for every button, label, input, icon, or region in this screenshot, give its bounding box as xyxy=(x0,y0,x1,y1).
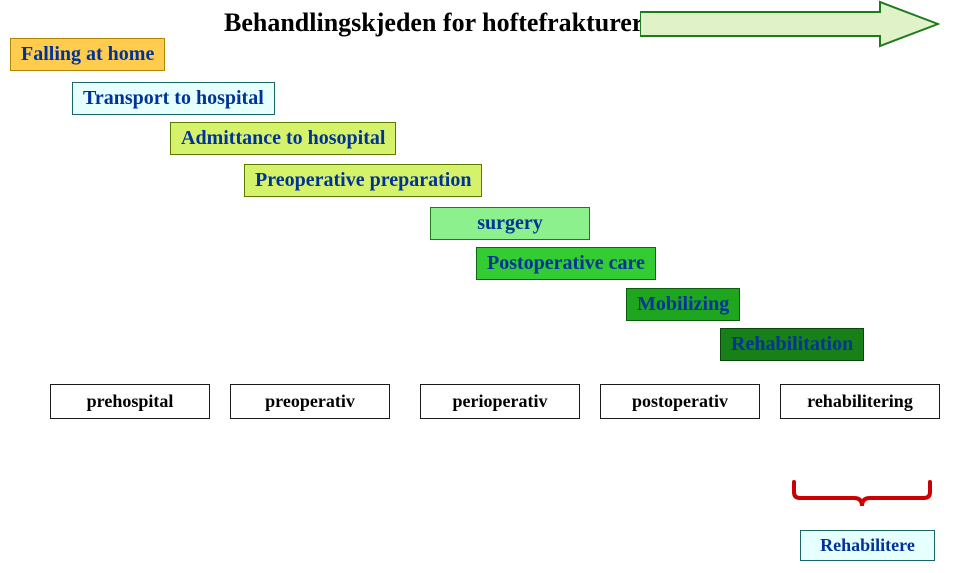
phase-perioperativ: perioperativ xyxy=(420,384,580,419)
node-falling-at-home: Falling at home xyxy=(10,38,165,71)
node-rehabilitation: Rehabilitation xyxy=(720,328,864,361)
node-mobilizing: Mobilizing xyxy=(626,288,740,321)
phase-postoperativ: postoperativ xyxy=(600,384,760,419)
node-preop-prep: Preoperative preparation xyxy=(244,164,482,197)
bottom-box-rehabilitere: Rehabilitere xyxy=(800,530,935,561)
node-admittance: Admittance to hosopital xyxy=(170,122,396,155)
phase-prehospital: prehospital xyxy=(50,384,210,419)
phase-rehabilitering: rehabilitering xyxy=(780,384,940,419)
connector-bracket xyxy=(792,478,932,508)
node-transport-to-hospital: Transport to hospital xyxy=(72,82,275,115)
node-surgery: surgery xyxy=(430,207,590,240)
phase-preoperativ: preoperativ xyxy=(230,384,390,419)
diagram-title: Behandlingskjeden for hoftefrakturer xyxy=(224,8,643,38)
node-postop-care: Postoperative care xyxy=(476,247,656,280)
timeline-arrow xyxy=(640,0,940,48)
